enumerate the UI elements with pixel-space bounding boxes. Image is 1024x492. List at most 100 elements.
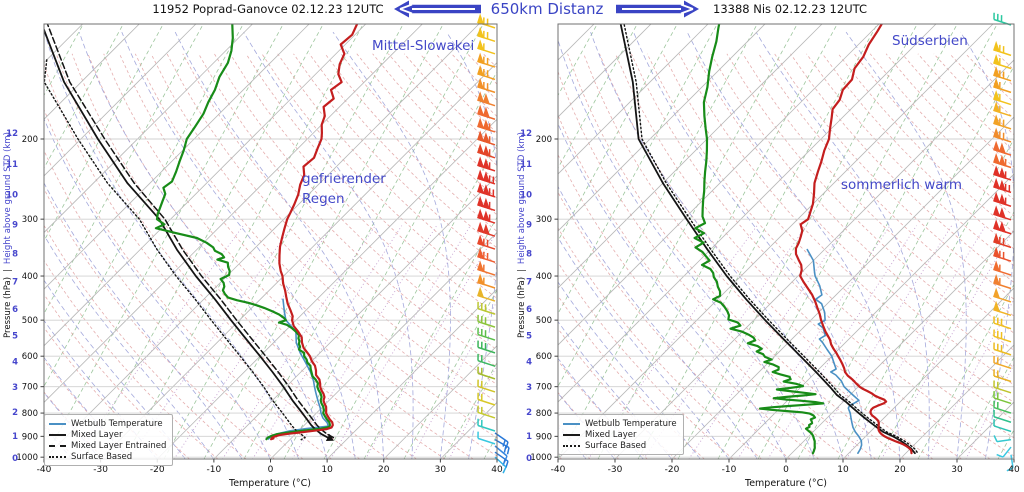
legend-label: Mixed Layer [585, 429, 637, 440]
wind-barb [477, 156, 496, 172]
wind-barb [993, 300, 1012, 317]
pressure-tick-label: 900 [536, 432, 552, 442]
wind-barb [477, 91, 496, 107]
wind-barb [993, 246, 1012, 262]
wind-barb [477, 130, 496, 146]
height-km-tick-label: 8 [12, 250, 18, 260]
height-km-tick-label: 3 [526, 383, 532, 393]
legend-entry: Mixed Layer [563, 429, 677, 440]
height-km-tick-label: 0 [526, 454, 532, 464]
pressure-tick-label: 700 [22, 383, 38, 393]
legend-line-sample [563, 422, 580, 425]
height-km-tick-label: 1 [526, 432, 532, 442]
wind-barb-column [993, 12, 1014, 472]
height-km-tick-label: 9 [526, 220, 532, 230]
height-km-tick-label: 7 [526, 277, 532, 287]
arrow-inner-outline [399, 3, 475, 15]
height-km-tick-label: 6 [12, 305, 18, 315]
x-tick-label: 0 [783, 465, 789, 475]
wind-barb [477, 77, 496, 94]
height-km-tick-label: 9 [12, 220, 18, 230]
legend-entry: Mixed Layer Entrained [49, 440, 166, 451]
annotation-suedserbien: Südserbien [892, 33, 968, 49]
right-y-axis-label: Pressure (hPa) | Height above ground STD (… [517, 132, 527, 338]
x-tick-label: -40 [551, 465, 566, 475]
wind-barb [993, 342, 1012, 356]
wind-barb [993, 77, 1012, 94]
wind-barb [993, 90, 1012, 106]
wind-barb [993, 53, 1012, 70]
wind-barb [993, 356, 1012, 370]
wind-barb [996, 446, 1012, 458]
x-tick-label: -10 [207, 465, 222, 475]
wind-barb [993, 114, 1012, 130]
wind-barb [477, 52, 496, 68]
legend-entry: Surface Based [49, 451, 166, 462]
wind-barb [993, 127, 1012, 143]
height-km-tick-label: 0 [12, 454, 18, 464]
wind-barb [993, 400, 1012, 414]
x-tick-label: 10 [837, 465, 849, 475]
height-km-tick-label: 1 [12, 432, 18, 442]
height-km-tick-label: 4 [526, 358, 532, 368]
pressure-tick-label: 900 [22, 432, 38, 442]
wind-barb [477, 431, 496, 445]
wind-barb [993, 316, 1012, 330]
wind-barb [477, 234, 496, 250]
left-y-axis-label: Pressure (hPa) | Height above ground STD (… [3, 132, 13, 338]
pressure-tick-label: 200 [536, 135, 552, 145]
wind-barb [477, 314, 496, 328]
wind-barb [993, 101, 1012, 117]
wind-barb [993, 273, 1012, 290]
wind-barb [477, 39, 496, 55]
pressure-tick-label: 700 [536, 383, 552, 393]
wind-barb [993, 329, 1012, 343]
x-tick-label: -40 [37, 465, 52, 475]
height-km-tick-label: 3 [12, 383, 18, 393]
wind-barb-column [477, 13, 510, 474]
x-tick-label: 40 [1008, 465, 1020, 475]
wind-barb [477, 392, 496, 406]
legend-label: Surface Based [71, 451, 133, 462]
pressure-axis-label: Pressure (hPa) [3, 276, 13, 338]
mixed-layer-line [619, 24, 916, 455]
annotation-mittel-slowakei: Mittel-Slowakei [372, 38, 475, 54]
wind-barb [477, 117, 496, 133]
wind-barb [477, 221, 496, 237]
legend-entry: Surface Based [563, 440, 677, 451]
wind-barb [993, 140, 1012, 156]
height-km-tick-label: 7 [12, 277, 18, 287]
surface-based-line [623, 24, 919, 454]
height-km-tick-label: 12 [6, 129, 18, 139]
pressure-tick-label: 400 [22, 272, 38, 282]
pressure-tick-label: 200 [22, 135, 38, 145]
wind-barb [477, 273, 496, 289]
x-tick-label: 10 [321, 465, 333, 475]
height-km-tick-label: 2 [12, 408, 18, 418]
annotation-sommerlich-warm: sommerlich warm [841, 177, 962, 193]
legend-label: Mixed Layer Entrained [71, 440, 167, 451]
legend-label: Wetbulb Temperature [585, 418, 677, 429]
x-tick-label: -20 [665, 465, 680, 475]
wind-barb [993, 391, 1012, 405]
wind-barb [477, 195, 496, 212]
legend-line-sample [563, 444, 580, 447]
height-km-tick-label: 8 [526, 250, 532, 260]
wind-barb [993, 419, 1012, 433]
dewpoint-line [693, 24, 825, 455]
wind-barb [1006, 454, 1014, 472]
x-tick-label: 20 [378, 465, 390, 475]
sounding-series [44, 24, 358, 441]
height-km-tick-label: 11 [520, 160, 532, 170]
wind-barb [993, 380, 1012, 394]
height-km-tick-label: 4 [12, 358, 18, 368]
temperature-line [270, 24, 358, 441]
wind-barb [477, 169, 496, 185]
height-km-tick-label: 12 [520, 129, 532, 139]
axes-frame: -40 -30 -20 -10 0 10 20 30 402003004005006007008… [520, 23, 1020, 475]
wind-barb [993, 219, 1012, 235]
mixed-layer-entrained-line [46, 24, 335, 439]
wind-barb [477, 208, 496, 224]
pressure-tick-label: 300 [536, 215, 552, 225]
